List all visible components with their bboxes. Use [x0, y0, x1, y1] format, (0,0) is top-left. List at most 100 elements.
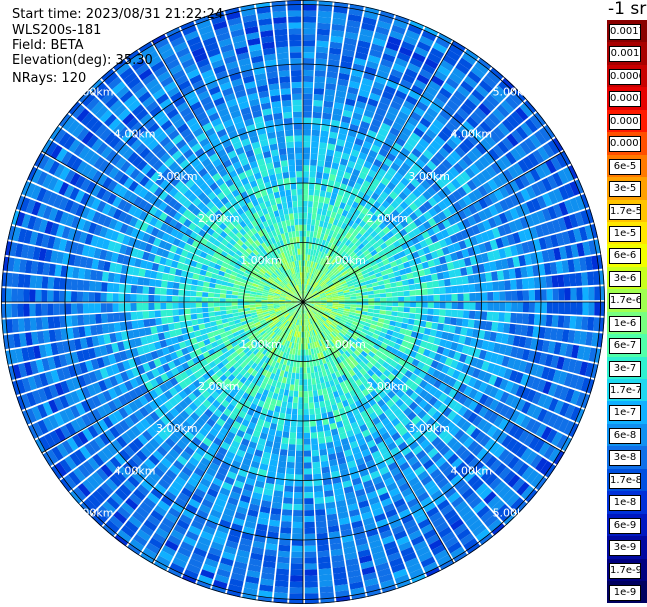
- ppi-gate: [370, 337, 378, 344]
- ppi-gate: [460, 267, 468, 276]
- ppi-gate: [485, 473, 498, 486]
- ppi-gate: [185, 530, 199, 542]
- ppi-gate: [442, 406, 453, 418]
- ppi-gate: [524, 362, 533, 375]
- ppi-gate: [529, 134, 542, 149]
- ppi-gate: [338, 242, 345, 249]
- ppi-gate: [377, 250, 386, 257]
- ppi-gate: [106, 282, 114, 292]
- ppi-gate: [425, 175, 435, 186]
- ppi-gate: [314, 303, 321, 306]
- ppi-gate: [426, 463, 438, 475]
- ppi-gate: [279, 532, 291, 540]
- ppi-gate: [467, 440, 479, 453]
- ppi-gate: [327, 318, 333, 323]
- ppi-gate: [516, 481, 530, 496]
- ppi-gate: [417, 248, 425, 257]
- ppi-gate: [252, 339, 259, 346]
- ppi-gate: [131, 320, 139, 329]
- ppi-gate: [272, 367, 278, 375]
- ppi-gate: [540, 289, 547, 301]
- ppi-gate: [308, 354, 313, 362]
- ppi-gate: [232, 420, 241, 430]
- ppi-gate: [417, 470, 429, 481]
- ppi-gate: [352, 366, 360, 374]
- ppi-gate: [332, 238, 339, 246]
- ppi-gate: [334, 415, 342, 423]
- ppi-gate: [306, 292, 311, 298]
- ppi-gate: [196, 307, 203, 314]
- ppi-gate: [322, 284, 328, 289]
- ppi-gate: [286, 306, 293, 311]
- ppi-gate: [330, 287, 337, 292]
- ppi-gate: [313, 329, 318, 336]
- ppi-gate: [332, 18, 346, 26]
- ppi-gate: [162, 324, 170, 332]
- ppi-gate: [283, 491, 293, 499]
- ppi-gate: [339, 432, 348, 440]
- ppi-gate: [341, 337, 348, 344]
- ppi-gate: [309, 342, 313, 349]
- ppi-gate: [234, 334, 242, 341]
- ppi-gate: [339, 215, 346, 223]
- ppi-gate: [335, 213, 342, 221]
- ppi-gate: [165, 512, 179, 524]
- ppi-gate: [461, 345, 470, 355]
- ppi-gate: [327, 249, 333, 256]
- ppi-gate: [35, 317, 43, 330]
- ppi-gate: [304, 290, 306, 297]
- ppi-gate: [162, 273, 169, 281]
- ppi-gate: [347, 339, 354, 346]
- ppi-gate: [490, 89, 504, 103]
- ppi-gate: [510, 148, 522, 162]
- ppi-gate: [268, 321, 275, 327]
- ppi-gate: [92, 422, 104, 435]
- ppi-gate: [372, 354, 380, 362]
- ppi-gate: [498, 466, 512, 480]
- ppi-gate: [502, 118, 515, 133]
- ppi-gate: [322, 246, 327, 253]
- ppi-gate: [439, 287, 446, 294]
- ppi-gate: [503, 470, 516, 484]
- ppi-gate: [304, 325, 307, 332]
- ppi-gate: [173, 275, 181, 283]
- ppi-gate: [382, 258, 390, 266]
- ppi-gate: [356, 302, 363, 305]
- ppi-gate: [307, 279, 311, 285]
- ppi-gate: [396, 281, 403, 287]
- ppi-gate: [194, 488, 206, 499]
- ppi-gate: [335, 285, 342, 289]
- ppi-gate: [379, 373, 387, 382]
- ppi-gate: [200, 457, 211, 467]
- ppi-gate: [258, 374, 266, 382]
- ppi-gate: [380, 342, 388, 350]
- ppi-gate: [151, 422, 162, 434]
- ppi-gate: [329, 333, 335, 339]
- ppi-gate: [536, 195, 547, 209]
- ppi-gate: [486, 425, 498, 438]
- ppi-gate: [420, 282, 428, 289]
- ppi-gate: [418, 138, 430, 149]
- ppi-gate: [546, 175, 558, 190]
- ppi-gate: [332, 306, 339, 310]
- ppi-gate: [146, 426, 158, 438]
- ppi-gate: [253, 486, 264, 495]
- ppi-gate: [520, 415, 531, 429]
- ppi-gate: [292, 516, 303, 523]
- ppi-gate: [304, 545, 317, 552]
- ppi-gate: [547, 341, 556, 354]
- ppi-gate: [59, 290, 66, 302]
- ppi-gate: [338, 305, 345, 309]
- ppi-gate: [342, 109, 353, 118]
- ppi-gate: [396, 52, 411, 63]
- ppi-gate: [313, 94, 324, 101]
- ppi-gate: [318, 358, 324, 366]
- ppi-gate: [504, 246, 513, 258]
- ppi-gate: [154, 302, 161, 310]
- ppi-gate: [360, 120, 371, 130]
- ppi-gate: [329, 459, 338, 467]
- ppi-gate: [509, 194, 520, 207]
- ppi-gate: [270, 347, 277, 354]
- ppi-gate: [435, 231, 444, 241]
- ppi-gate: [514, 371, 524, 384]
